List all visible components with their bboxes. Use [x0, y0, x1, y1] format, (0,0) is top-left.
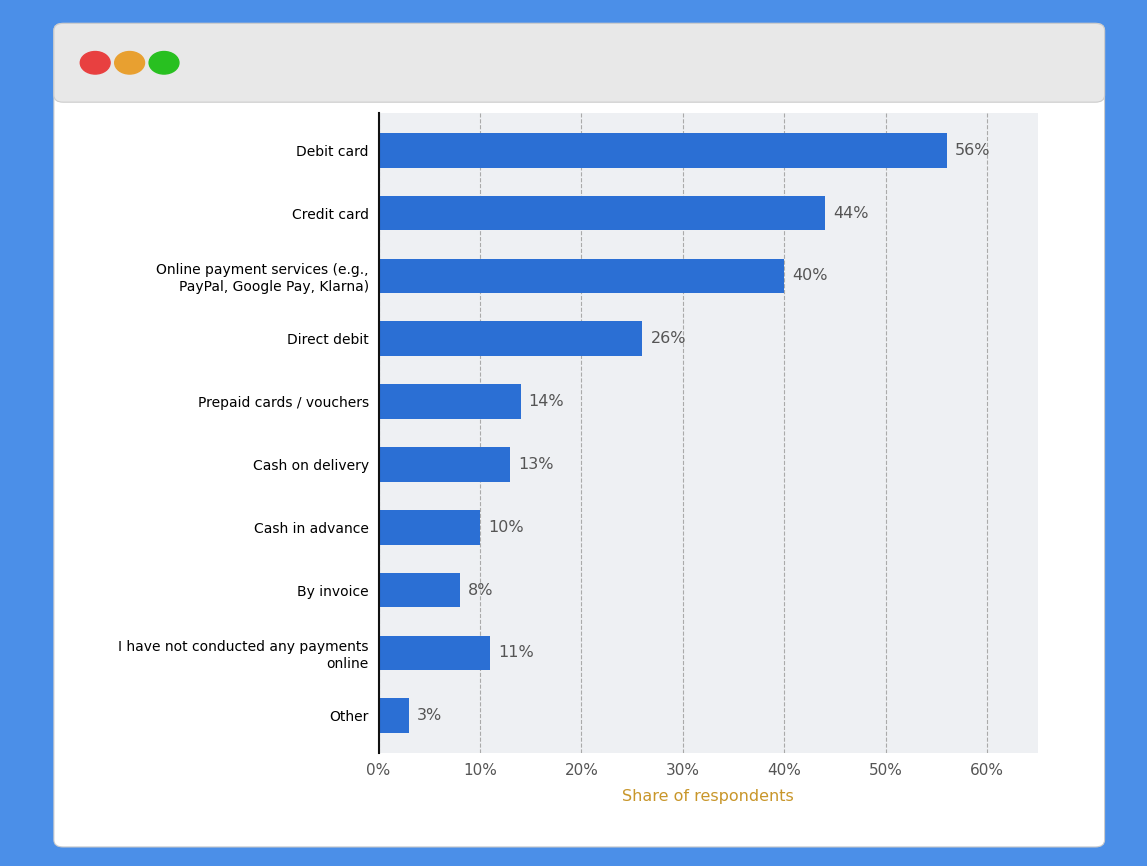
X-axis label: Share of respondents: Share of respondents [623, 789, 794, 805]
Text: 13%: 13% [518, 457, 554, 472]
Text: 26%: 26% [650, 332, 686, 346]
Bar [379, 321, 642, 356]
Text: 56%: 56% [954, 143, 990, 158]
Bar [379, 510, 479, 545]
Bar [379, 196, 825, 230]
Text: 44%: 44% [833, 205, 868, 221]
Bar [379, 447, 510, 481]
Bar [379, 572, 460, 607]
Text: 14%: 14% [529, 394, 564, 409]
Text: 3%: 3% [418, 708, 443, 723]
Text: 11%: 11% [498, 645, 535, 661]
Bar [379, 259, 785, 294]
Bar [379, 699, 409, 733]
Bar [379, 133, 946, 167]
Bar [379, 636, 490, 670]
Bar [379, 385, 521, 419]
Text: 40%: 40% [793, 268, 828, 283]
Text: 10%: 10% [489, 520, 524, 534]
Text: 8%: 8% [468, 583, 493, 598]
